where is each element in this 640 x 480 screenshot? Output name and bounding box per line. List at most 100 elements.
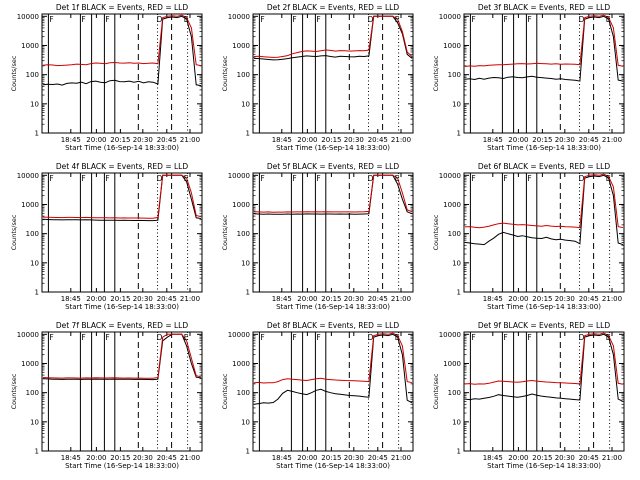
event-marker-label: D: [157, 174, 163, 183]
x-tick-label: 20:30: [555, 295, 575, 303]
x-tick-label: 18:45: [483, 454, 503, 462]
x-tick-label: 20:30: [344, 295, 364, 303]
event-marker-label: F: [81, 333, 85, 342]
x-tick-label: 20:45: [579, 295, 599, 303]
y-tick-label: 100: [448, 389, 461, 397]
y-tick-label: 10000: [17, 331, 39, 339]
plot-frame: [463, 331, 625, 452]
y-tick-label: 10000: [439, 13, 461, 21]
event-marker-label: F: [260, 15, 264, 24]
y-tick-label: 10: [241, 418, 250, 426]
y-tick-label: 100: [237, 230, 250, 238]
event-marker-label: E: [395, 15, 400, 24]
y-tick-label: 1000: [443, 201, 461, 209]
y-tick-label: 1000: [232, 42, 250, 50]
x-tick-label: 18:45: [61, 295, 81, 303]
plot-frame: [463, 172, 625, 293]
event-marker-label: D: [368, 15, 374, 24]
x-tick-label: 20:30: [133, 454, 153, 462]
panel-title: Det 1f BLACK = Events, RED = LLD: [56, 3, 189, 12]
event-marker-label: F: [292, 333, 296, 342]
x-tick-label: 18:45: [483, 295, 503, 303]
event-marker-label: F: [105, 333, 109, 342]
x-tick-label: 21:00: [602, 454, 622, 462]
y-tick-label: 1: [246, 289, 250, 297]
panel-title: Det 8f BLACK = Events, RED = LLD: [267, 321, 400, 330]
x-tick-label: 20:15: [532, 454, 552, 462]
event-marker-label: F: [527, 15, 531, 24]
x-tick-label: 21:00: [602, 136, 622, 144]
y-tick-label: 1: [35, 130, 39, 138]
event-marker-label: F: [316, 174, 320, 183]
x-tick-label: 20:30: [555, 136, 575, 144]
x-tick-label: 20:30: [133, 295, 153, 303]
x-tick-label: 21:00: [180, 136, 200, 144]
plot-frame: [252, 172, 414, 293]
x-tick-label: 20:15: [321, 454, 341, 462]
series-line-lld: [464, 14, 624, 67]
y-tick-label: 1: [246, 448, 250, 456]
series-line-lld: [42, 174, 202, 219]
y-tick-label: 100: [237, 389, 250, 397]
x-tick-label: 20:00: [508, 454, 528, 462]
event-marker-label: F: [105, 174, 109, 183]
x-axis-label: Start Time (16-Sep-14 18:33:00): [487, 303, 601, 311]
x-axis-label: Start Time (16-Sep-14 18:33:00): [276, 303, 390, 311]
x-tick-label: 21:00: [391, 136, 411, 144]
series-line-lld: [464, 332, 624, 385]
y-tick-label: 10000: [439, 172, 461, 180]
panel-title: Det 7f BLACK = Events, RED = LLD: [56, 321, 189, 330]
detector-panel: [252, 13, 414, 134]
x-tick-label: 20:00: [508, 295, 528, 303]
plot-frame: [41, 172, 203, 293]
detector-panel: [41, 13, 203, 134]
y-tick-label: 1: [457, 289, 461, 297]
x-tick-label: 21:00: [602, 295, 622, 303]
y-tick-label: 10000: [228, 331, 250, 339]
y-axis-label: Counts/sec: [221, 55, 229, 91]
x-tick-label: 18:45: [61, 454, 81, 462]
y-tick-label: 10000: [228, 13, 250, 21]
y-tick-label: 100: [26, 71, 39, 79]
x-tick-label: 20:00: [86, 295, 106, 303]
event-marker-label: F: [527, 174, 531, 183]
panel-title: Det 9f BLACK = Events, RED = LLD: [478, 321, 611, 330]
y-tick-label: 1: [457, 130, 461, 138]
y-tick-label: 10: [452, 259, 461, 267]
x-tick-label: 20:45: [579, 454, 599, 462]
event-marker-label: F: [503, 333, 507, 342]
series-line-lld: [464, 173, 624, 229]
y-tick-label: 100: [448, 71, 461, 79]
series-line-events: [464, 174, 624, 246]
y-tick-label: 10: [452, 100, 461, 108]
event-marker-label: F: [49, 174, 53, 183]
panel-title: Det 3f BLACK = Events, RED = LLD: [478, 3, 611, 12]
series-line-events: [42, 15, 202, 87]
event-marker-label: E: [606, 174, 611, 183]
event-marker-label: E: [606, 15, 611, 24]
y-tick-label: 100: [26, 389, 39, 397]
y-tick-label: 1: [35, 289, 39, 297]
y-axis-label: Counts/sec: [221, 373, 229, 409]
event-marker-label: F: [81, 174, 85, 183]
event-marker-label: E: [184, 333, 189, 342]
x-tick-label: 18:45: [272, 136, 292, 144]
event-marker-label: E: [395, 333, 400, 342]
plot-frame: [252, 13, 414, 134]
event-marker-label: F: [292, 15, 296, 24]
y-tick-label: 1000: [232, 360, 250, 368]
x-tick-label: 20:45: [368, 295, 388, 303]
x-tick-label: 20:30: [344, 454, 364, 462]
x-axis-label: Start Time (16-Sep-14 18:33:00): [487, 144, 601, 152]
series-line-events: [464, 333, 624, 402]
event-marker-label: D: [368, 333, 374, 342]
x-tick-label: 20:45: [157, 295, 177, 303]
x-tick-label: 20:00: [297, 136, 317, 144]
y-tick-label: 100: [26, 230, 39, 238]
y-axis-label: Counts/sec: [432, 214, 440, 250]
y-tick-label: 1000: [443, 360, 461, 368]
x-tick-label: 20:45: [579, 136, 599, 144]
x-tick-label: 21:00: [180, 454, 200, 462]
